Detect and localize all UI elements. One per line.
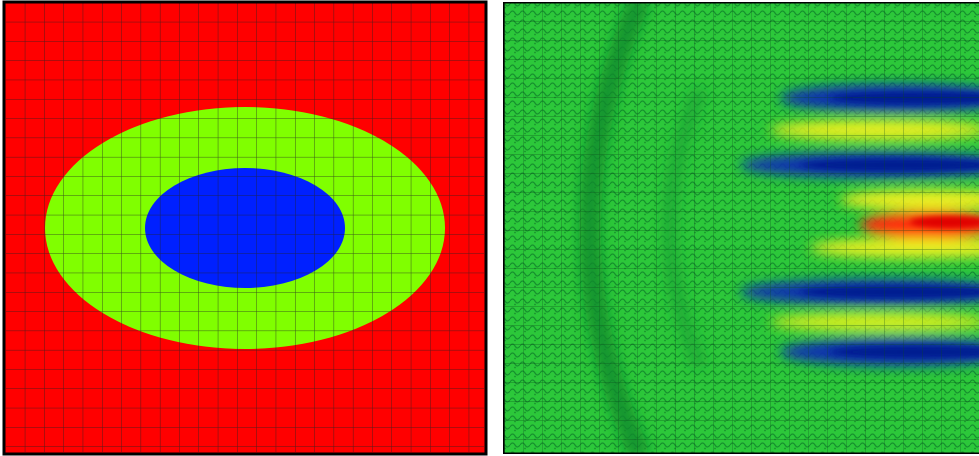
left-panel <box>4 2 486 454</box>
right-panel <box>503 0 979 456</box>
page <box>0 0 979 456</box>
left-grid <box>6 3 484 452</box>
right-grid <box>503 2 979 454</box>
scene <box>0 0 979 456</box>
